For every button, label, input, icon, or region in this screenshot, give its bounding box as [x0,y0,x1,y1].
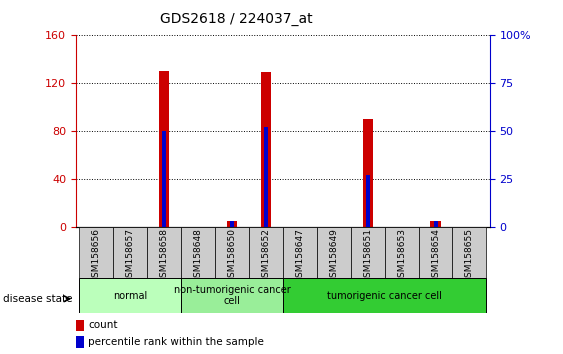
Text: normal: normal [113,291,148,301]
Bar [230,221,234,227]
Bar [434,221,437,227]
Bar [431,221,441,227]
Text: disease state: disease state [3,294,72,304]
Bar [366,175,370,227]
Text: tumorigenic cancer cell: tumorigenic cancer cell [327,291,442,301]
FancyBboxPatch shape [148,227,181,278]
FancyBboxPatch shape [418,227,453,278]
Text: GSM158657: GSM158657 [126,228,135,283]
Bar [159,71,169,227]
Text: GSM158654: GSM158654 [431,228,440,283]
Text: GSM158658: GSM158658 [160,228,169,283]
Bar [264,127,268,227]
Text: GSM158648: GSM158648 [194,228,203,283]
FancyBboxPatch shape [249,227,283,278]
Text: GSM158647: GSM158647 [296,228,305,283]
FancyBboxPatch shape [79,227,113,278]
FancyBboxPatch shape [113,227,148,278]
Text: GSM158655: GSM158655 [465,228,474,283]
FancyBboxPatch shape [317,227,351,278]
Text: count: count [88,320,118,330]
FancyBboxPatch shape [181,278,283,313]
Bar [227,221,237,227]
Bar [363,119,373,227]
FancyBboxPatch shape [79,278,181,313]
Text: GSM158650: GSM158650 [227,228,236,283]
FancyBboxPatch shape [283,227,317,278]
Text: GDS2618 / 224037_at: GDS2618 / 224037_at [160,12,313,27]
Text: GSM158656: GSM158656 [92,228,101,283]
FancyBboxPatch shape [181,227,215,278]
Text: GSM158653: GSM158653 [397,228,406,283]
FancyBboxPatch shape [385,227,418,278]
Bar [162,131,166,227]
Text: GSM158649: GSM158649 [329,228,338,283]
Text: percentile rank within the sample: percentile rank within the sample [88,337,264,347]
FancyBboxPatch shape [351,227,385,278]
Text: GSM158651: GSM158651 [363,228,372,283]
Text: GSM158652: GSM158652 [261,228,270,283]
FancyBboxPatch shape [215,227,249,278]
Text: non-tumorigenic cancer
cell: non-tumorigenic cancer cell [173,285,291,307]
FancyBboxPatch shape [283,278,486,313]
FancyBboxPatch shape [453,227,486,278]
Bar [261,73,271,227]
